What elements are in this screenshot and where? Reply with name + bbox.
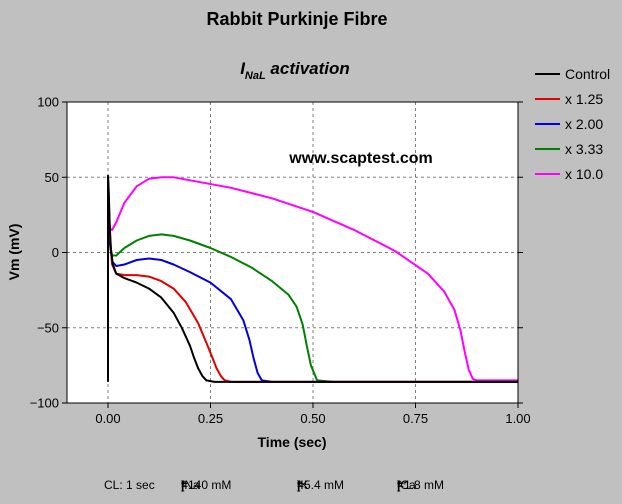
x-tick-label: 0.75 bbox=[403, 411, 428, 426]
y-tick-label: 100 bbox=[37, 95, 59, 110]
legend-label: x 10.0 bbox=[565, 166, 603, 182]
series-line-x-10-0 bbox=[107, 176, 518, 382]
legend-label: x 2.00 bbox=[565, 116, 603, 132]
y-tick-label: −100 bbox=[30, 396, 59, 411]
x-tick-label: 0.25 bbox=[198, 411, 223, 426]
legend-label: x 3.33 bbox=[565, 141, 603, 157]
x-axis-label: Time (sec) bbox=[258, 434, 327, 450]
y-tick-label: −50 bbox=[37, 320, 59, 335]
y-tick-label: 0 bbox=[52, 245, 59, 260]
subtitle-sub: NaL bbox=[245, 70, 266, 82]
series-line-control bbox=[107, 174, 518, 383]
subtitle-main: I bbox=[240, 59, 246, 78]
watermark: www.scaptest.com bbox=[288, 150, 432, 167]
x-tick-label: 1.00 bbox=[505, 411, 530, 426]
subtitle-rest: activation bbox=[266, 59, 350, 78]
ticks: 0.00 0.25 0.50 0.75 1.00 −100 −50 0 50 100 bbox=[30, 95, 531, 427]
x-tick-label: 0.50 bbox=[300, 411, 325, 426]
chart-title: Rabbit Purkinje Fibre bbox=[206, 9, 387, 29]
series bbox=[107, 174, 518, 383]
legend-label: x 1.25 bbox=[565, 91, 603, 107]
series-line-x-3-33 bbox=[107, 184, 518, 383]
x-tick-label: 0.00 bbox=[95, 411, 120, 426]
y-tick-label: 50 bbox=[45, 170, 59, 185]
y-axis-label: Vm (mV) bbox=[6, 224, 22, 281]
chart-subtitle: INaL activation bbox=[240, 59, 350, 82]
legend: Control x 1.25 x 2.00 x 3.33 x 10.0 bbox=[535, 66, 610, 182]
plot-area bbox=[67, 102, 518, 403]
footer-cycle-length: CL: 1 sec bbox=[104, 478, 155, 492]
legend-label: Control bbox=[565, 66, 610, 82]
